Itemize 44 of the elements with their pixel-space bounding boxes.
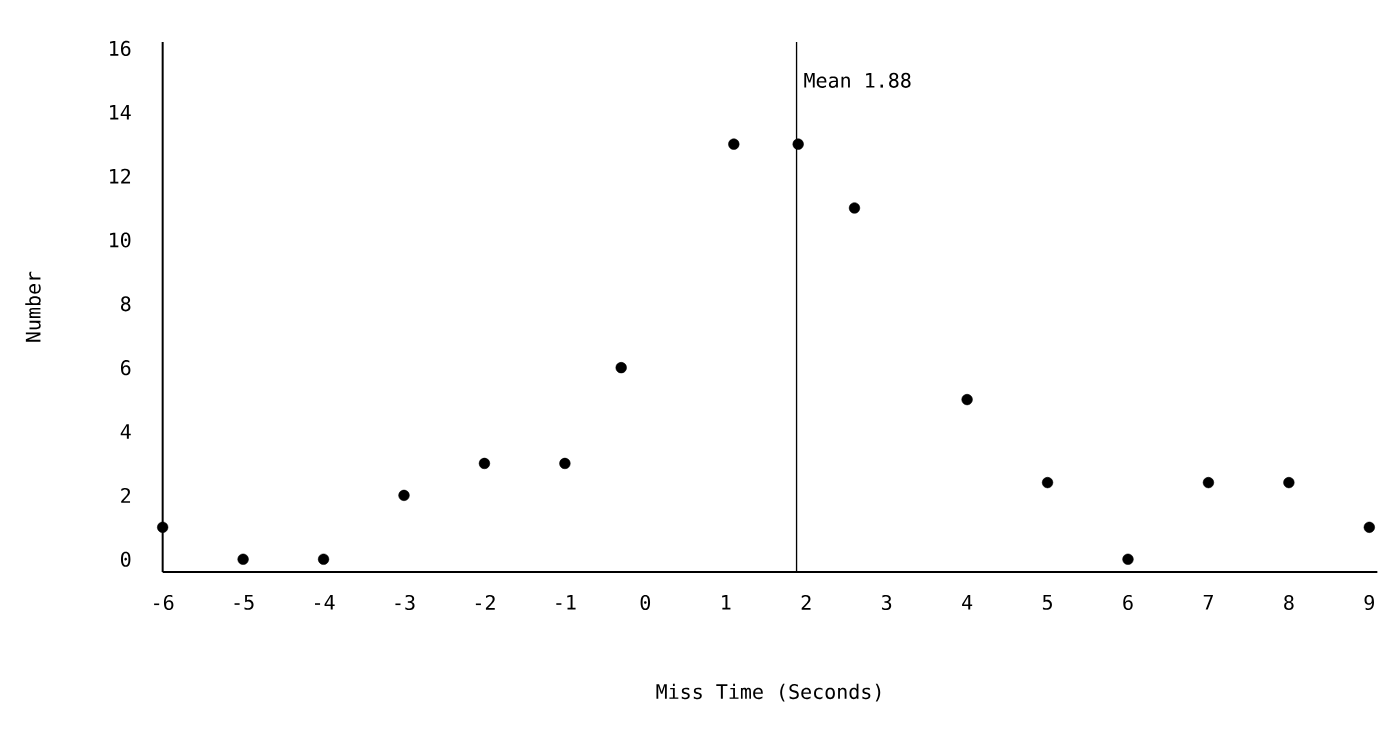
point [1283, 477, 1295, 489]
x-tick-label: -5 [234, 594, 254, 610]
point [317, 553, 330, 565]
y-tick-label: 6 [120, 360, 131, 376]
ref-line-label: Mean 1.88 [804, 72, 911, 88]
point [961, 393, 973, 406]
point [1363, 521, 1375, 533]
point [1202, 477, 1215, 489]
x-tick-label: -4 [314, 594, 335, 610]
y-tick-label: 4 [120, 424, 131, 439]
x-tick-label: 4 [962, 594, 973, 610]
point [398, 489, 410, 501]
y-tick-label: 8 [120, 296, 131, 312]
point [728, 138, 740, 150]
x-axis-title: Miss Time (Seconds) [656, 683, 881, 702]
point [559, 457, 571, 470]
y-tick-label: 12 [110, 168, 131, 184]
point [1122, 553, 1134, 565]
x-tick-label: 0 [640, 594, 651, 611]
y-tick-label: 16 [110, 40, 131, 56]
x-tick-label: 6 [1123, 594, 1133, 611]
point [615, 362, 627, 374]
x-tick-label: 2 [801, 594, 811, 610]
x-tick-label: 8 [1284, 594, 1294, 611]
x-tick-label: -3 [395, 594, 415, 611]
x-tick-label: 9 [1364, 594, 1374, 611]
x-tick-label: 7 [1203, 594, 1213, 610]
x-tick-label: 1 [722, 594, 731, 610]
point [237, 553, 249, 565]
x-tick-label: -2 [475, 594, 495, 610]
x-tick-label: -1 [556, 594, 576, 610]
y-axis-title: Number [25, 271, 41, 342]
point [478, 457, 491, 470]
y-tick-label: 2 [121, 487, 131, 503]
x-tick-label: -6 [154, 594, 174, 611]
y-tick-label: 14 [110, 104, 131, 120]
point [848, 202, 861, 214]
point [157, 521, 169, 533]
y-tick-label: 10 [110, 232, 131, 248]
point [792, 138, 804, 150]
x-tick-label: 3 [881, 594, 892, 611]
x-tick-label: 5 [1042, 594, 1052, 610]
point [1041, 477, 1054, 489]
y-tick-label: 0 [120, 551, 131, 567]
